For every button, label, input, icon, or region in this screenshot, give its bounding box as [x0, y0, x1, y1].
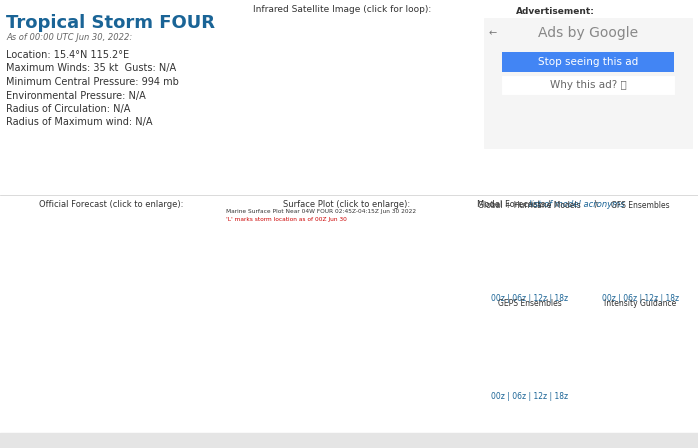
- Text: 00z | 06z | 12z | 18z: 00z | 06z | 12z | 18z: [602, 358, 679, 366]
- Bar: [544, 215, 577, 252]
- Bar: [5, 205, 43, 281]
- Bar: [367, 260, 422, 338]
- Text: 'L' marks storm location as of 00Z Jun 30: 'L' marks storm location as of 00Z Jun 3…: [226, 217, 347, 222]
- Text: Location: 15.4°N 115.2°E: Location: 15.4°N 115.2°E: [6, 50, 129, 60]
- Text: GFS Ensembles: GFS Ensembles: [611, 201, 670, 210]
- Text: Radius of Circulation: N/A: Radius of Circulation: N/A: [6, 104, 131, 114]
- Text: ▾: ▾: [336, 397, 340, 406]
- Text: Model Forecasts (: Model Forecasts (: [477, 200, 551, 209]
- Text: GEPS Ensembles: GEPS Ensembles: [498, 299, 561, 308]
- Bar: [5, 277, 31, 395]
- Bar: [655, 215, 688, 252]
- Text: Radius of Maximum wind: N/A: Radius of Maximum wind: N/A: [6, 117, 152, 128]
- Text: Why this ad? ⓘ: Why this ad? ⓘ: [549, 80, 626, 90]
- Text: 00z | 06z | 12z | 18z: 00z | 06z | 12z | 18z: [602, 294, 679, 303]
- Bar: [372, 205, 472, 264]
- Text: ):: ):: [593, 200, 599, 209]
- Bar: [222, 335, 257, 390]
- Bar: [150, 348, 171, 395]
- Bar: [150, 209, 214, 289]
- Text: Official Forecast (click to enlarge):: Official Forecast (click to enlarge):: [39, 200, 184, 209]
- Bar: [179, 290, 218, 395]
- Text: L: L: [295, 284, 309, 304]
- Bar: [482, 215, 501, 230]
- Bar: [502, 76, 674, 94]
- Text: Global + Hurricane Models: Global + Hurricane Models: [478, 201, 581, 210]
- Bar: [165, 205, 218, 262]
- Bar: [482, 314, 501, 328]
- Text: Model Intensity Forecasts: Model Intensity Forecasts: [592, 333, 690, 343]
- Text: Tropical Storm FOUR: Tropical Storm FOUR: [6, 14, 215, 32]
- Bar: [484, 18, 692, 148]
- Text: Infrared Satellite Image (click for loop):: Infrared Satellite Image (click for loop…: [253, 5, 431, 14]
- Text: 00z | 06z | 12z | 18z: 00z | 06z | 12z | 18z: [491, 294, 568, 303]
- Text: Stop seeing this ad: Stop seeing this ad: [538, 57, 638, 67]
- Text: Marine Surface Plot Near 04W FOUR 02:45Z-04:15Z Jun 30 2022: Marine Surface Plot Near 04W FOUR 02:45Z…: [226, 209, 416, 214]
- Text: As of 00:00 UTC Jun 30, 2022:: As of 00:00 UTC Jun 30, 2022:: [6, 33, 132, 42]
- Text: Minimum Central Pressure: 994 mb: Minimum Central Pressure: 994 mb: [6, 77, 179, 87]
- Text: 00z | 06z | 12z | 18z: 00z | 06z | 12z | 18z: [491, 392, 568, 401]
- Text: Advertisement:: Advertisement:: [516, 7, 595, 16]
- Text: Environmental Pressure: N/A: Environmental Pressure: N/A: [6, 90, 146, 100]
- Text: list of model acronyms: list of model acronyms: [529, 200, 625, 209]
- Bar: [544, 314, 577, 350]
- Bar: [222, 205, 277, 257]
- Bar: [226, 395, 344, 408]
- Bar: [593, 215, 612, 230]
- Text: Maximum Winds: 35 kt  Gusts: N/A: Maximum Winds: 35 kt Gusts: N/A: [6, 64, 176, 73]
- Bar: [0, 433, 698, 448]
- Bar: [402, 357, 472, 390]
- Text: Select Observation Time...: Select Observation Time...: [230, 399, 322, 405]
- Text: ←: ←: [489, 28, 497, 38]
- Text: Surface Plot (click to enlarge):: Surface Plot (click to enlarge):: [283, 200, 410, 209]
- Bar: [502, 52, 674, 72]
- Text: Ads by Google: Ads by Google: [538, 26, 638, 40]
- Text: Intensity Guidance: Intensity Guidance: [604, 299, 676, 308]
